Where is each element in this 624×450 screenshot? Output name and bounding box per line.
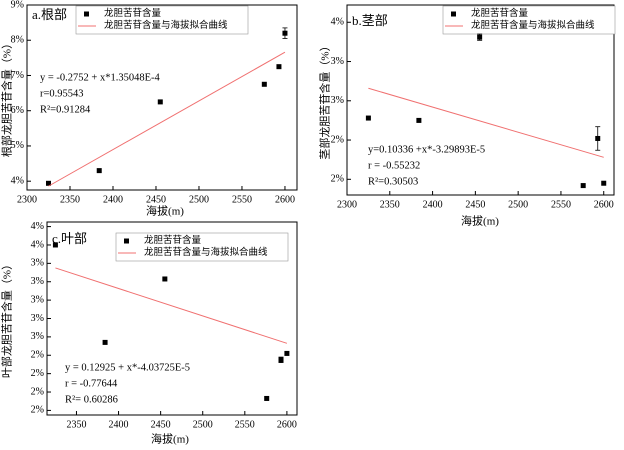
y-tick-label: 4% — [331, 17, 344, 28]
legend-label: 龙胆苦苷含量 — [471, 7, 529, 19]
y-tick-label: 4% — [11, 175, 24, 186]
y-tick-label: 3% — [31, 331, 44, 342]
point — [276, 64, 282, 70]
y-tick-label: 7% — [11, 70, 24, 81]
x-axis-label: 海拔(m) — [146, 204, 184, 218]
x-tick-label: 2550 — [232, 194, 252, 205]
y-tick-label: 2% — [31, 405, 44, 416]
equation: R²=0.30503 — [368, 176, 418, 187]
legend-marker — [451, 11, 456, 17]
point — [416, 117, 422, 123]
legend-marker — [124, 238, 129, 244]
x-tick-label: 2350 — [60, 194, 80, 205]
x-tick-label: 2350 — [380, 199, 400, 210]
x-tick-label: 2500 — [189, 194, 209, 205]
point — [52, 242, 58, 248]
y-tick-label: 2% — [331, 134, 344, 145]
x-tick-label: 2300 — [17, 194, 37, 205]
fit-line — [368, 87, 604, 158]
y-tick-label: 3% — [31, 276, 44, 287]
point — [601, 180, 607, 186]
x-tick-label: 2450 — [151, 419, 171, 430]
y-tick-label: 5% — [11, 140, 24, 151]
point — [278, 357, 284, 363]
x-tick-label: 2400 — [423, 199, 443, 210]
y-tick-label: 2% — [31, 386, 44, 397]
legend-label: 龙胆苦苷含量与海拔拟合曲线 — [471, 19, 595, 31]
legend-box — [442, 5, 616, 35]
y-tick-label: 8% — [11, 35, 24, 46]
point — [102, 339, 108, 345]
legend-label: 龙胆苦苷含量 — [144, 234, 202, 246]
y-tick-label: 3% — [31, 313, 44, 324]
legend-box — [75, 5, 249, 35]
y-tick-label: 3% — [331, 95, 344, 106]
x-tick-label: 2600 — [277, 419, 297, 430]
y-tick-label: 6% — [11, 105, 24, 116]
x-tick-label: 2400 — [103, 194, 123, 205]
x-tick-label: 2500 — [193, 419, 213, 430]
x-tick-label: 2550 — [551, 199, 571, 210]
legend-label: 龙胆苦苷含量与海拔拟合曲线 — [144, 246, 268, 258]
x-tick-label: 2450 — [146, 194, 166, 205]
equation: y=0.10336 +x*-3.29893E-5 — [368, 144, 485, 155]
point — [365, 115, 371, 121]
equation: R²= 0.60286 — [65, 394, 118, 405]
plot-frame — [346, 4, 615, 196]
fit-line — [48, 51, 286, 187]
equation: r = -0.77644 — [65, 378, 118, 389]
legend-label: 龙胆苦苷含量 — [104, 7, 162, 19]
equation: R²=0.91284 — [40, 104, 91, 115]
point — [580, 183, 586, 189]
y-axis-label: 根部龙胆苦苷含量（%） — [0, 38, 14, 157]
y-axis-label: 叶部龙胆苦苷含量（%） — [0, 259, 14, 378]
point — [595, 135, 601, 141]
fit-line — [55, 267, 288, 344]
x-tick-label: 2450 — [465, 199, 485, 210]
x-tick-label: 2350 — [66, 419, 86, 430]
x-axis-label: 海拔(m) — [151, 432, 189, 446]
legend-box — [115, 232, 289, 262]
x-tick-label: 2600 — [594, 199, 614, 210]
point — [96, 168, 102, 174]
y-tick-label: 2% — [331, 174, 344, 185]
legend-marker — [84, 11, 89, 17]
x-tick-label: 2500 — [508, 199, 528, 210]
panel-title: c.叶部 — [52, 231, 87, 246]
y-tick-label: 3% — [31, 294, 44, 305]
point — [157, 99, 163, 105]
point — [45, 180, 51, 186]
point — [477, 34, 483, 40]
legend-label: 龙胆苦苷含量与海拔拟合曲线 — [104, 19, 228, 31]
panel-title: b.茎部 — [352, 13, 388, 28]
y-tick-label: 2% — [31, 368, 44, 379]
equation: y = -0.2752 + x*1.35048E-4 — [40, 72, 161, 83]
y-tick-label: 3% — [331, 56, 344, 67]
y-tick-label: 4% — [31, 239, 44, 250]
point — [162, 276, 168, 282]
y-tick-label: 4% — [31, 221, 44, 232]
x-axis-label: 海拔(m) — [461, 214, 499, 228]
y-tick-label: 3% — [31, 258, 44, 269]
x-tick-label: 2600 — [275, 194, 295, 205]
point — [261, 81, 267, 87]
panel-title: a.根部 — [32, 7, 67, 22]
plot-frame — [26, 4, 298, 191]
point — [264, 395, 270, 401]
y-tick-label: 9% — [11, 0, 24, 10]
x-tick-label: 2400 — [109, 419, 129, 430]
equation: r=0.95543 — [40, 88, 84, 99]
y-axis-label: 茎部龙胆苦苷含量（%） — [318, 40, 332, 159]
point — [282, 30, 288, 36]
point — [284, 350, 290, 356]
equation: r = -0.55232 — [368, 160, 420, 171]
x-tick-label: 2300 — [337, 199, 357, 210]
x-tick-label: 2550 — [235, 419, 255, 430]
equation: y = 0.12925 + x*-4.03725E-5 — [65, 362, 190, 373]
y-tick-label: 2% — [31, 350, 44, 361]
